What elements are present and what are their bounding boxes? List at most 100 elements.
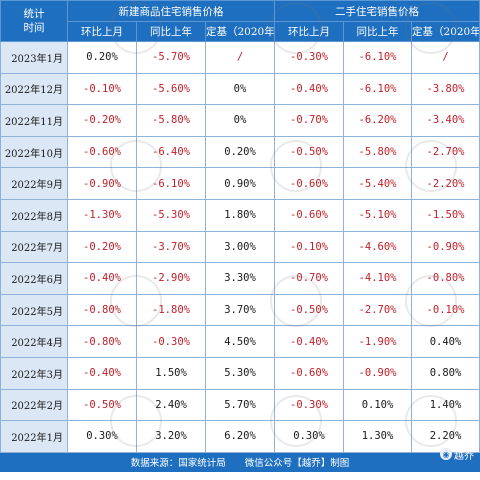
- new-base-cell: 0%: [204, 104, 276, 137]
- row-month: 2022年4月: [0, 325, 68, 358]
- second-yoy-cell: -4.60%: [343, 230, 413, 264]
- second-base-cell: /: [411, 41, 480, 74]
- new-mom-cell: -0.50%: [67, 388, 137, 422]
- second-yoy-cell: 0.10%: [343, 388, 413, 422]
- col-header-new-base: 定基（2020年）: [204, 21, 276, 42]
- second-yoy-cell: -0.90%: [343, 356, 413, 390]
- row-month: 2022年9月: [0, 167, 68, 200]
- second-mom-cell: -0.10%: [274, 230, 345, 264]
- second-base-cell: 2.20%: [411, 420, 480, 453]
- new-yoy-cell: -5.60%: [136, 72, 206, 106]
- new-base-cell: 0%: [204, 72, 276, 106]
- new-base-cell: 3.00%: [204, 230, 276, 264]
- col-header-second-mom: 环比上月: [274, 21, 345, 42]
- new-housing-group-header: 新建商品住宅销售价格: [66, 0, 276, 22]
- second-yoy-cell: -6.20%: [343, 104, 413, 137]
- second-base-cell: -1.50%: [411, 198, 480, 232]
- second-base-cell: 0.80%: [411, 356, 480, 390]
- new-base-cell: 5.30%: [204, 356, 276, 390]
- second-mom-cell: -0.30%: [274, 41, 345, 74]
- second-mom-cell: -0.50%: [274, 135, 345, 169]
- second-yoy-cell: -4.10%: [343, 262, 413, 295]
- new-yoy-cell: -5.80%: [136, 104, 206, 137]
- second-mom-cell: -0.70%: [274, 262, 345, 295]
- second-base-cell: 0.40%: [411, 325, 480, 358]
- col-header-new-mom: 环比上月: [67, 21, 137, 42]
- row-month: 2022年2月: [0, 388, 68, 422]
- second-yoy-cell: -1.90%: [343, 325, 413, 358]
- table-row: 2022年8月 -1.30% -5.30% 1.80% -0.60% -5.10% -1.5…: [0, 198, 480, 232]
- new-base-cell: 0.20%: [204, 135, 276, 169]
- new-yoy-cell: -6.40%: [136, 135, 206, 169]
- new-yoy-cell: -5.30%: [136, 198, 206, 232]
- header-row-groups: 统计 时间 新建商品住宅销售价格 二手住宅销售价格: [0, 0, 480, 42]
- col-header-second-yoy: 同比上年: [343, 21, 413, 42]
- row-month: 2022年12月: [0, 72, 68, 106]
- logo-icon: ◉: [440, 448, 452, 460]
- row-month: 2022年5月: [0, 293, 68, 327]
- second-base-cell: -3.40%: [411, 104, 480, 137]
- second-hand-group-header: 二手住宅销售价格: [274, 0, 480, 22]
- new-base-cell: 5.70%: [204, 388, 276, 422]
- col-header-new-yoy: 同比上年: [136, 21, 206, 42]
- new-yoy-cell: -1.80%: [136, 293, 206, 327]
- new-base-cell: 4.50%: [204, 325, 276, 358]
- new-mom-cell: 0.20%: [67, 41, 137, 74]
- second-yoy-cell: 1.30%: [343, 420, 413, 453]
- second-yoy-cell: -5.80%: [343, 135, 413, 169]
- second-mom-cell: -0.30%: [274, 388, 345, 422]
- footer-row: 数据来源：国家统计局 微信公众号【越乔】制图: [0, 451, 480, 472]
- second-base-cell: -0.80%: [411, 262, 480, 295]
- source-note: 数据来源：国家统计局 微信公众号【越乔】制图: [0, 451, 480, 472]
- new-yoy-cell: -3.70%: [136, 230, 206, 264]
- new-base-cell: 1.80%: [204, 198, 276, 232]
- logo-text: 越乔: [454, 450, 474, 462]
- table-row: 2022年9月 -0.90% -6.10% 0.90% -0.60% -5.40% -2.2…: [0, 167, 480, 200]
- table-row: 2022年12月 -0.10% -5.60% 0% -0.40% -6.10% -3.80%: [0, 72, 480, 106]
- new-mom-cell: -0.80%: [67, 293, 137, 327]
- new-mom-cell: 0.30%: [67, 420, 137, 453]
- second-mom-cell: -0.60%: [274, 356, 345, 390]
- table-row: 2022年6月 -0.40% -2.90% 3.30% -0.70% -4.10% -0.8…: [0, 262, 480, 295]
- row-month: 2022年1月: [0, 420, 68, 453]
- new-base-cell: /: [204, 41, 276, 74]
- stat-time-header: 统计 时间: [0, 0, 68, 42]
- second-base-cell: -0.10%: [411, 293, 480, 327]
- table-row: 2022年7月 -0.20% -3.70% 3.00% -0.10% -4.60% -0.9…: [0, 230, 480, 264]
- second-yoy-cell: -6.10%: [343, 72, 413, 106]
- new-mom-cell: -0.20%: [67, 230, 137, 264]
- table-row: 2022年1月 0.30% 3.20% 6.20% 0.30% 1.30% 2.20%: [0, 420, 480, 453]
- new-yoy-cell: 2.40%: [136, 388, 206, 422]
- second-yoy-cell: -6.10%: [343, 41, 413, 74]
- new-mom-cell: -1.30%: [67, 198, 137, 232]
- second-mom-cell: -0.60%: [274, 198, 345, 232]
- table-row: 2022年2月 -0.50% 2.40% 5.70% -0.30% 0.10% 1.40%: [0, 388, 480, 422]
- row-month: 2022年8月: [0, 198, 68, 232]
- new-base-cell: 3.30%: [204, 262, 276, 295]
- new-mom-cell: -0.60%: [67, 135, 137, 169]
- row-month: 2022年11月: [0, 104, 68, 137]
- second-base-cell: -2.70%: [411, 135, 480, 169]
- table-row: 2022年10月 -0.60% -6.40% 0.20% -0.50% -5.80% -2.…: [0, 135, 480, 169]
- second-base-cell: 1.40%: [411, 388, 480, 422]
- row-month: 2022年3月: [0, 356, 68, 390]
- table-row: 2022年4月 -0.80% -0.30% 4.50% -0.40% -1.90% 0.40…: [0, 325, 480, 358]
- wechat-logo: ◉ 越乔: [440, 446, 474, 462]
- row-month: 2022年10月: [0, 135, 68, 169]
- header-row-columns: 环比上月 同比上年 定基（2020年） 环比上月 同比上年 定基（2020年）: [1, 21, 480, 42]
- new-mom-cell: -0.20%: [67, 104, 137, 137]
- new-yoy-cell: -5.70%: [136, 41, 206, 74]
- second-yoy-cell: -5.40%: [343, 167, 413, 200]
- second-mom-cell: -0.50%: [274, 293, 345, 327]
- stat-time-label-line1: 统计: [23, 8, 45, 20]
- table-body: 2023年1月 0.20% -5.70% / -0.30% -6.10%/2022年12月…: [0, 41, 480, 453]
- new-yoy-cell: -0.30%: [136, 325, 206, 358]
- new-mom-cell: -0.10%: [67, 72, 137, 106]
- row-month: 2022年7月: [0, 230, 68, 264]
- table-row: 2022年5月 -0.80% -1.80% 3.70% -0.50% -2.70% -0.1…: [0, 293, 480, 327]
- new-mom-cell: -0.80%: [67, 325, 137, 358]
- second-base-cell: -2.20%: [411, 167, 480, 200]
- second-yoy-cell: -2.70%: [343, 293, 413, 327]
